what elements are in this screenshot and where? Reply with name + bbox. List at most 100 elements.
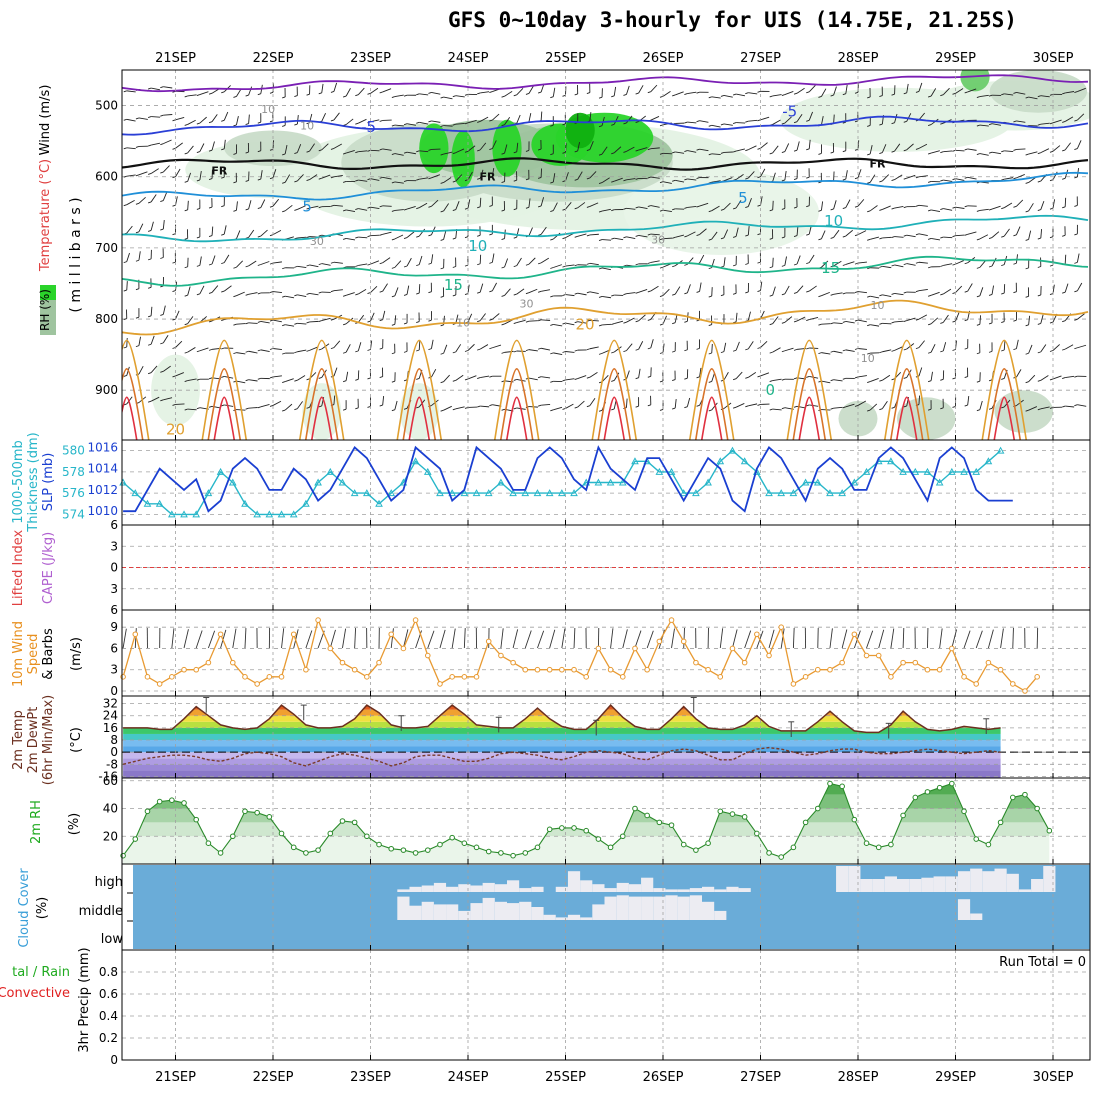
wind-barb — [845, 199, 851, 208]
wind-barb — [358, 288, 367, 295]
wind-barb — [699, 202, 709, 207]
wind-barb — [297, 401, 303, 409]
wind-barb — [358, 179, 368, 182]
wind-barb-tail — [1037, 266, 1041, 268]
wind-barb — [711, 231, 718, 240]
wind10-barb — [122, 628, 127, 649]
cloud-middle-bar — [714, 910, 727, 920]
cloud-high-bar — [714, 889, 727, 892]
wind-barb — [419, 177, 429, 180]
wind10-point — [217, 631, 224, 638]
wind-barb-tail — [830, 407, 834, 410]
wind-barb-tail — [684, 121, 688, 124]
wind-barb — [467, 171, 473, 180]
top-date-label: 30SEP — [1033, 51, 1074, 66]
wind-barb — [711, 153, 721, 156]
wind-barb — [224, 404, 234, 407]
wind-barb-tail — [891, 264, 895, 267]
wind-barb-tail — [684, 207, 688, 209]
wind-barb — [650, 233, 660, 236]
wind-barb-tail — [416, 321, 420, 323]
wind-barb — [723, 177, 733, 182]
wind-barb — [613, 372, 620, 381]
cloud-high-bar — [482, 882, 495, 892]
wind10-point — [839, 659, 845, 666]
thickness-marker — [789, 489, 798, 497]
wind-barb — [492, 344, 502, 349]
wind-barb-tail — [525, 292, 530, 295]
wind-barb-tail — [452, 379, 456, 382]
wind-barb-tail — [306, 321, 310, 324]
wind-barb — [894, 346, 903, 351]
wind-barb — [419, 121, 429, 125]
thickness-marker — [716, 457, 725, 465]
wind-barb-tail — [1049, 122, 1054, 125]
wind-barb-tail — [781, 321, 786, 324]
wind10-point — [644, 666, 650, 673]
wind-barb-tail — [1062, 149, 1066, 152]
temp-band — [123, 770, 1001, 778]
wind-barb — [175, 168, 181, 177]
wind-barb-tail — [355, 151, 359, 154]
wind10-point — [985, 659, 992, 666]
upper-temp-label: Temperature (°C) — [38, 159, 53, 272]
wind-barb-tail — [757, 90, 761, 93]
wind-barb — [260, 349, 270, 352]
wind-barb-tail — [769, 408, 773, 411]
wind-barb-tail — [988, 294, 993, 296]
wind-barb — [431, 174, 441, 179]
wind-barb-tail — [525, 320, 530, 323]
warm-spike — [408, 396, 431, 440]
wind-barb — [601, 146, 608, 155]
wind-barb — [711, 180, 721, 183]
cloud-high-bar — [409, 886, 422, 892]
wind-barb-tail — [403, 350, 408, 353]
temp-contour--10 — [122, 74, 1089, 93]
wind10-point — [315, 617, 321, 623]
wind-barb — [223, 285, 232, 292]
wind-barb — [918, 340, 925, 348]
wind-barb-tail — [294, 152, 298, 154]
wind10-point — [754, 631, 760, 638]
wind-barb — [162, 305, 166, 315]
wind-barb-tail — [562, 237, 566, 240]
wind10-point — [327, 645, 334, 652]
temp-contour-label: FR — [211, 165, 228, 178]
wind-barb-tail — [1049, 293, 1054, 296]
wind-barb-tail — [1062, 206, 1066, 209]
wind-barb-tail — [879, 237, 883, 240]
cloud-middle-bar — [567, 914, 581, 920]
wind-barb — [1003, 340, 1006, 351]
wind-barb-tail — [269, 91, 274, 94]
y-tick-label: 800 — [95, 312, 118, 326]
wind10-point — [364, 674, 370, 680]
wind-barb — [894, 264, 904, 268]
wind-barb — [138, 336, 141, 346]
wind-barb — [552, 87, 556, 97]
wind10-point — [461, 674, 468, 680]
rh-contour-label: 30 — [520, 297, 534, 310]
wind-barb-tail — [647, 91, 651, 94]
wind10-point — [1034, 674, 1040, 680]
wind-barb-tail — [867, 181, 871, 184]
wind-barb-tail — [769, 323, 773, 326]
wind-barb-tail — [708, 153, 712, 156]
wind-barb-tail — [1001, 264, 1005, 267]
wind-barb — [467, 375, 477, 380]
wind-barb-tail — [428, 262, 432, 265]
cloud-high-bar — [397, 889, 410, 892]
wind-barb-tail — [233, 96, 237, 98]
wind10-barb — [427, 630, 435, 649]
wind-barb-tail — [160, 399, 164, 402]
wind-barb-tail — [1049, 406, 1054, 409]
wind-barb-tail — [391, 210, 396, 212]
wind-barb-tail — [367, 263, 371, 266]
wind-barb — [309, 174, 318, 180]
wind-barb-tail — [233, 295, 237, 298]
rh2m-point — [315, 847, 321, 853]
wind-barb-tail — [769, 266, 773, 269]
wind-barb-tail — [574, 321, 578, 324]
wind-barb — [162, 192, 168, 201]
wind-barb-tail — [623, 321, 627, 324]
wind-barb-tail — [282, 153, 286, 156]
